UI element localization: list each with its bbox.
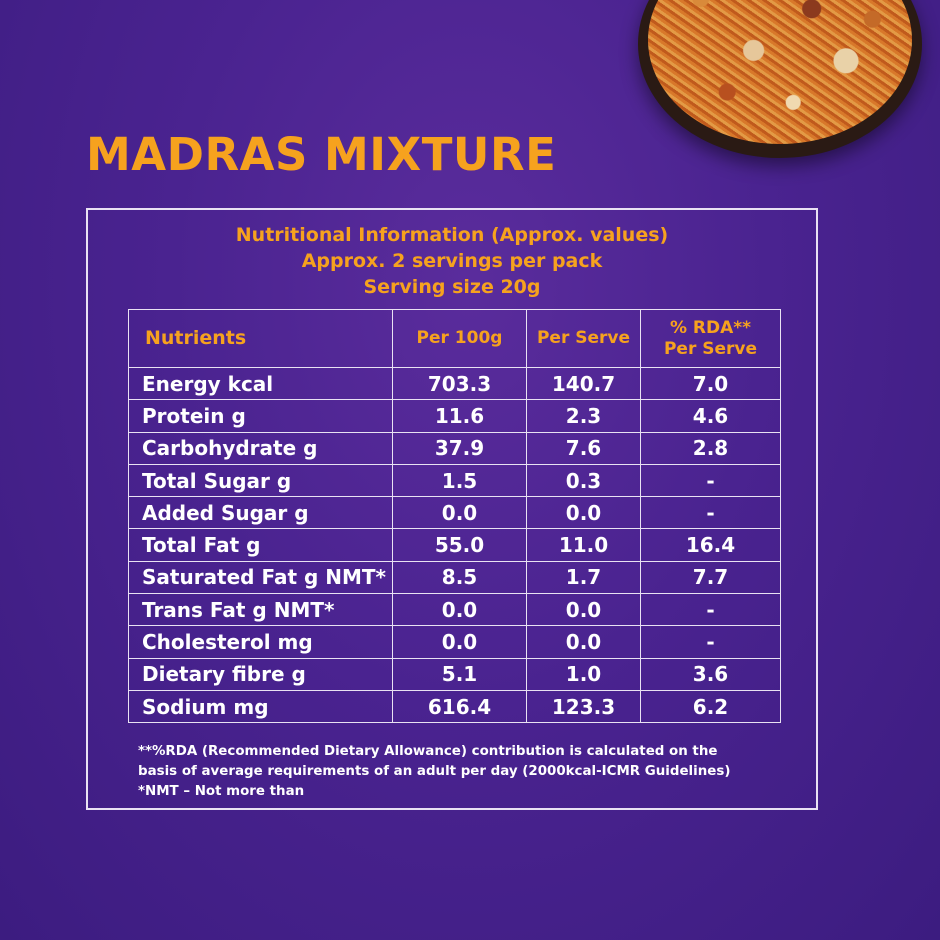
rda-value: - [640, 625, 781, 659]
rda-value: 4.6 [640, 399, 781, 433]
footnote-line: *NMT – Not more than [138, 784, 305, 799]
panel-header: Nutritional Information (Approx. values)… [88, 222, 816, 300]
table-row: Protein g 11.6 2.3 4.6 [128, 399, 781, 433]
table-row: Total Fat g 55.0 11.0 16.4 [128, 528, 781, 562]
table-row: Cholesterol mg 0.0 0.0- [128, 625, 781, 659]
rda-value: - [640, 593, 781, 627]
table-row: Trans Fat g NMT* 0.0 0.0- [128, 593, 781, 627]
nutrition-table: Nutrients Per 100g Per Serve % RDA** Per… [128, 309, 781, 724]
nutrient-name: Cholesterol mg [128, 625, 393, 659]
per-100g-value: 11.6 [392, 399, 527, 433]
nutrient-name: Energy kcal [128, 366, 393, 401]
per-100g-value: 8.5 [392, 560, 527, 595]
per-serve-value: 11.0 [526, 528, 641, 562]
nutrient-name: Sodium mg [128, 689, 393, 724]
per-100g-value: 1.5 [392, 463, 527, 498]
nutrient-name: Protein g [128, 399, 393, 433]
per-serve-value: 1.0 [526, 657, 641, 691]
rda-value: - [640, 463, 781, 498]
product-title: MADRAS MIXTURE [86, 128, 557, 181]
nutrient-name: Trans Fat g NMT* [128, 593, 393, 627]
nutrient-name: Saturated Fat g NMT* [128, 560, 393, 595]
column-header-nutrients: Nutrients [128, 309, 393, 368]
nutrient-name: Total Fat g [128, 528, 393, 562]
column-header-rda: % RDA** Per Serve [640, 309, 781, 368]
per-serve-value: 0.0 [526, 625, 641, 659]
nutrition-panel: Nutritional Information (Approx. values)… [86, 208, 818, 810]
per-100g-value: 0.0 [392, 625, 527, 659]
nutrient-name: Added Sugar g [128, 496, 393, 530]
per-serve-value: 0.3 [526, 463, 641, 498]
rda-value: 2.8 [640, 431, 781, 465]
rda-value: 7.7 [640, 560, 781, 595]
table-row: Saturated Fat g NMT* 8.5 1.7 7.7 [128, 560, 781, 595]
rda-value: 16.4 [640, 528, 781, 562]
table-row: Sodium mg 616.4 123.3 6.2 [128, 689, 781, 724]
per-serve-value: 1.7 [526, 560, 641, 595]
per-100g-value: 703.3 [392, 366, 527, 401]
rda-value: 7.0 [640, 366, 781, 401]
per-serve-value: 140.7 [526, 366, 641, 401]
table-row: Total Sugar g 1.5 0.3- [128, 463, 781, 498]
nutrient-name: Total Sugar g [128, 463, 393, 498]
table-row: Energy kcal 703.3 140.7 7.0 [128, 366, 781, 401]
column-header-per-100g: Per 100g [392, 309, 527, 368]
rda-value: 3.6 [640, 657, 781, 691]
per-serve-value: 2.3 [526, 399, 641, 433]
table-row: Dietary fibre g 5.1 1.0 3.6 [128, 657, 781, 691]
footnotes: **%RDA (Recommended Dietary Allowance) c… [138, 742, 778, 802]
per-100g-value: 616.4 [392, 689, 527, 724]
rda-value: - [640, 496, 781, 530]
per-100g-value: 0.0 [392, 496, 527, 530]
table-header-row: Nutrients Per 100g Per Serve % RDA** Per… [128, 309, 781, 368]
header-line: Nutritional Information (Approx. values) [235, 224, 669, 246]
column-header-per-serve: Per Serve [526, 309, 641, 368]
per-serve-value: 123.3 [526, 689, 641, 724]
rda-value: 6.2 [640, 689, 781, 724]
table-row: Carbohydrate g 37.9 7.6 2.8 [128, 431, 781, 465]
footnote-line: **%RDA (Recommended Dietary Allowance) c… [138, 744, 718, 759]
per-serve-value: 0.0 [526, 496, 641, 530]
table-row: Added Sugar g 0.0 0.0- [128, 496, 781, 530]
snack-bowl-image [638, 0, 922, 158]
per-100g-value: 55.0 [392, 528, 527, 562]
per-serve-value: 7.6 [526, 431, 641, 465]
header-line: Serving size 20g [363, 276, 541, 298]
footnote-line: basis of average requirements of an adul… [138, 764, 731, 779]
per-100g-value: 37.9 [392, 431, 527, 465]
header-line: Approx. 2 servings per pack [301, 250, 603, 272]
per-serve-value: 0.0 [526, 593, 641, 627]
per-100g-value: 5.1 [392, 657, 527, 691]
nutrient-name: Carbohydrate g [128, 431, 393, 465]
nutrient-name: Dietary fibre g [128, 657, 393, 691]
per-100g-value: 0.0 [392, 593, 527, 627]
snack-mixture [648, 0, 912, 144]
